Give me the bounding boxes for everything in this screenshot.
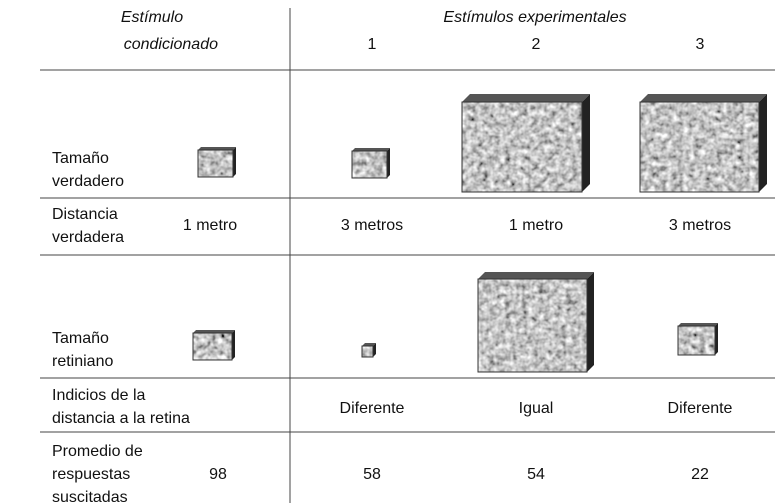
cube-outline <box>461 101 583 193</box>
cube-icon <box>197 147 236 178</box>
cell: 98 <box>209 466 227 483</box>
cube-front <box>352 151 387 178</box>
row-label: verdadero <box>52 173 124 190</box>
cube-outline <box>639 101 760 193</box>
cube-outline <box>361 345 374 358</box>
cube-side <box>232 330 235 360</box>
header-text: Estímulos experimentales <box>443 9 626 26</box>
cube-side <box>387 148 390 178</box>
row-label: retiniano <box>52 353 113 370</box>
cell: 22 <box>691 466 709 483</box>
row-label: Tamaño <box>52 330 109 347</box>
cube-icon <box>639 94 767 193</box>
cell: 54 <box>527 466 545 483</box>
cube-outline <box>351 150 388 179</box>
cube-icon <box>461 94 590 193</box>
column-number: 3 <box>696 36 705 53</box>
cell: 58 <box>363 466 381 483</box>
cube-side <box>373 343 376 357</box>
cell: 3 metros <box>341 217 403 234</box>
cell: 3 metros <box>669 217 731 234</box>
cube-top <box>478 272 594 279</box>
row-label: respuestas <box>52 466 130 483</box>
cube-icon <box>351 148 390 179</box>
cube-outline <box>677 325 716 356</box>
cell: Diferente <box>340 400 405 417</box>
row-label: verdadera <box>52 229 124 246</box>
cube-front <box>678 326 715 355</box>
cube-top <box>352 148 390 151</box>
cell: 1 metro <box>183 217 237 234</box>
row-label: suscitadas <box>52 489 128 503</box>
row-label: Distancia <box>52 206 118 223</box>
row-label: Promedio de <box>52 443 143 460</box>
cube-top <box>462 94 590 102</box>
row-label: Indicios de la <box>52 387 145 404</box>
row-label: distancia a la retina <box>52 410 190 427</box>
cube-side <box>759 94 767 192</box>
column-number: 1 <box>368 36 377 53</box>
cube-outline <box>477 278 588 373</box>
cube-outline <box>197 149 234 178</box>
cube-front <box>198 150 233 177</box>
cube-side <box>587 272 594 372</box>
cell: Diferente <box>668 400 733 417</box>
cube-icon <box>361 343 376 358</box>
cube-front <box>462 102 582 192</box>
cube-top <box>362 343 376 346</box>
cube-side <box>233 147 236 177</box>
cube-icon <box>192 330 235 361</box>
cube-side <box>715 323 718 355</box>
cube-outline <box>192 332 233 361</box>
cube-icon <box>677 323 718 356</box>
cube-top <box>640 94 767 102</box>
cube-icon <box>477 272 594 373</box>
cube-side <box>582 94 590 192</box>
cell: Igual <box>519 400 554 417</box>
cube-top <box>198 147 236 150</box>
cube-front <box>478 279 587 372</box>
cube-front <box>640 102 759 192</box>
row-label: Tamaño <box>52 150 109 167</box>
header-text: condicionado <box>124 36 218 53</box>
cell: 1 metro <box>509 217 563 234</box>
cube-top <box>193 330 235 333</box>
cube-top <box>678 323 718 326</box>
header-text: Estímulo <box>121 9 183 26</box>
cube-front <box>362 346 373 357</box>
column-number: 2 <box>532 36 541 53</box>
cube-front <box>193 333 232 360</box>
